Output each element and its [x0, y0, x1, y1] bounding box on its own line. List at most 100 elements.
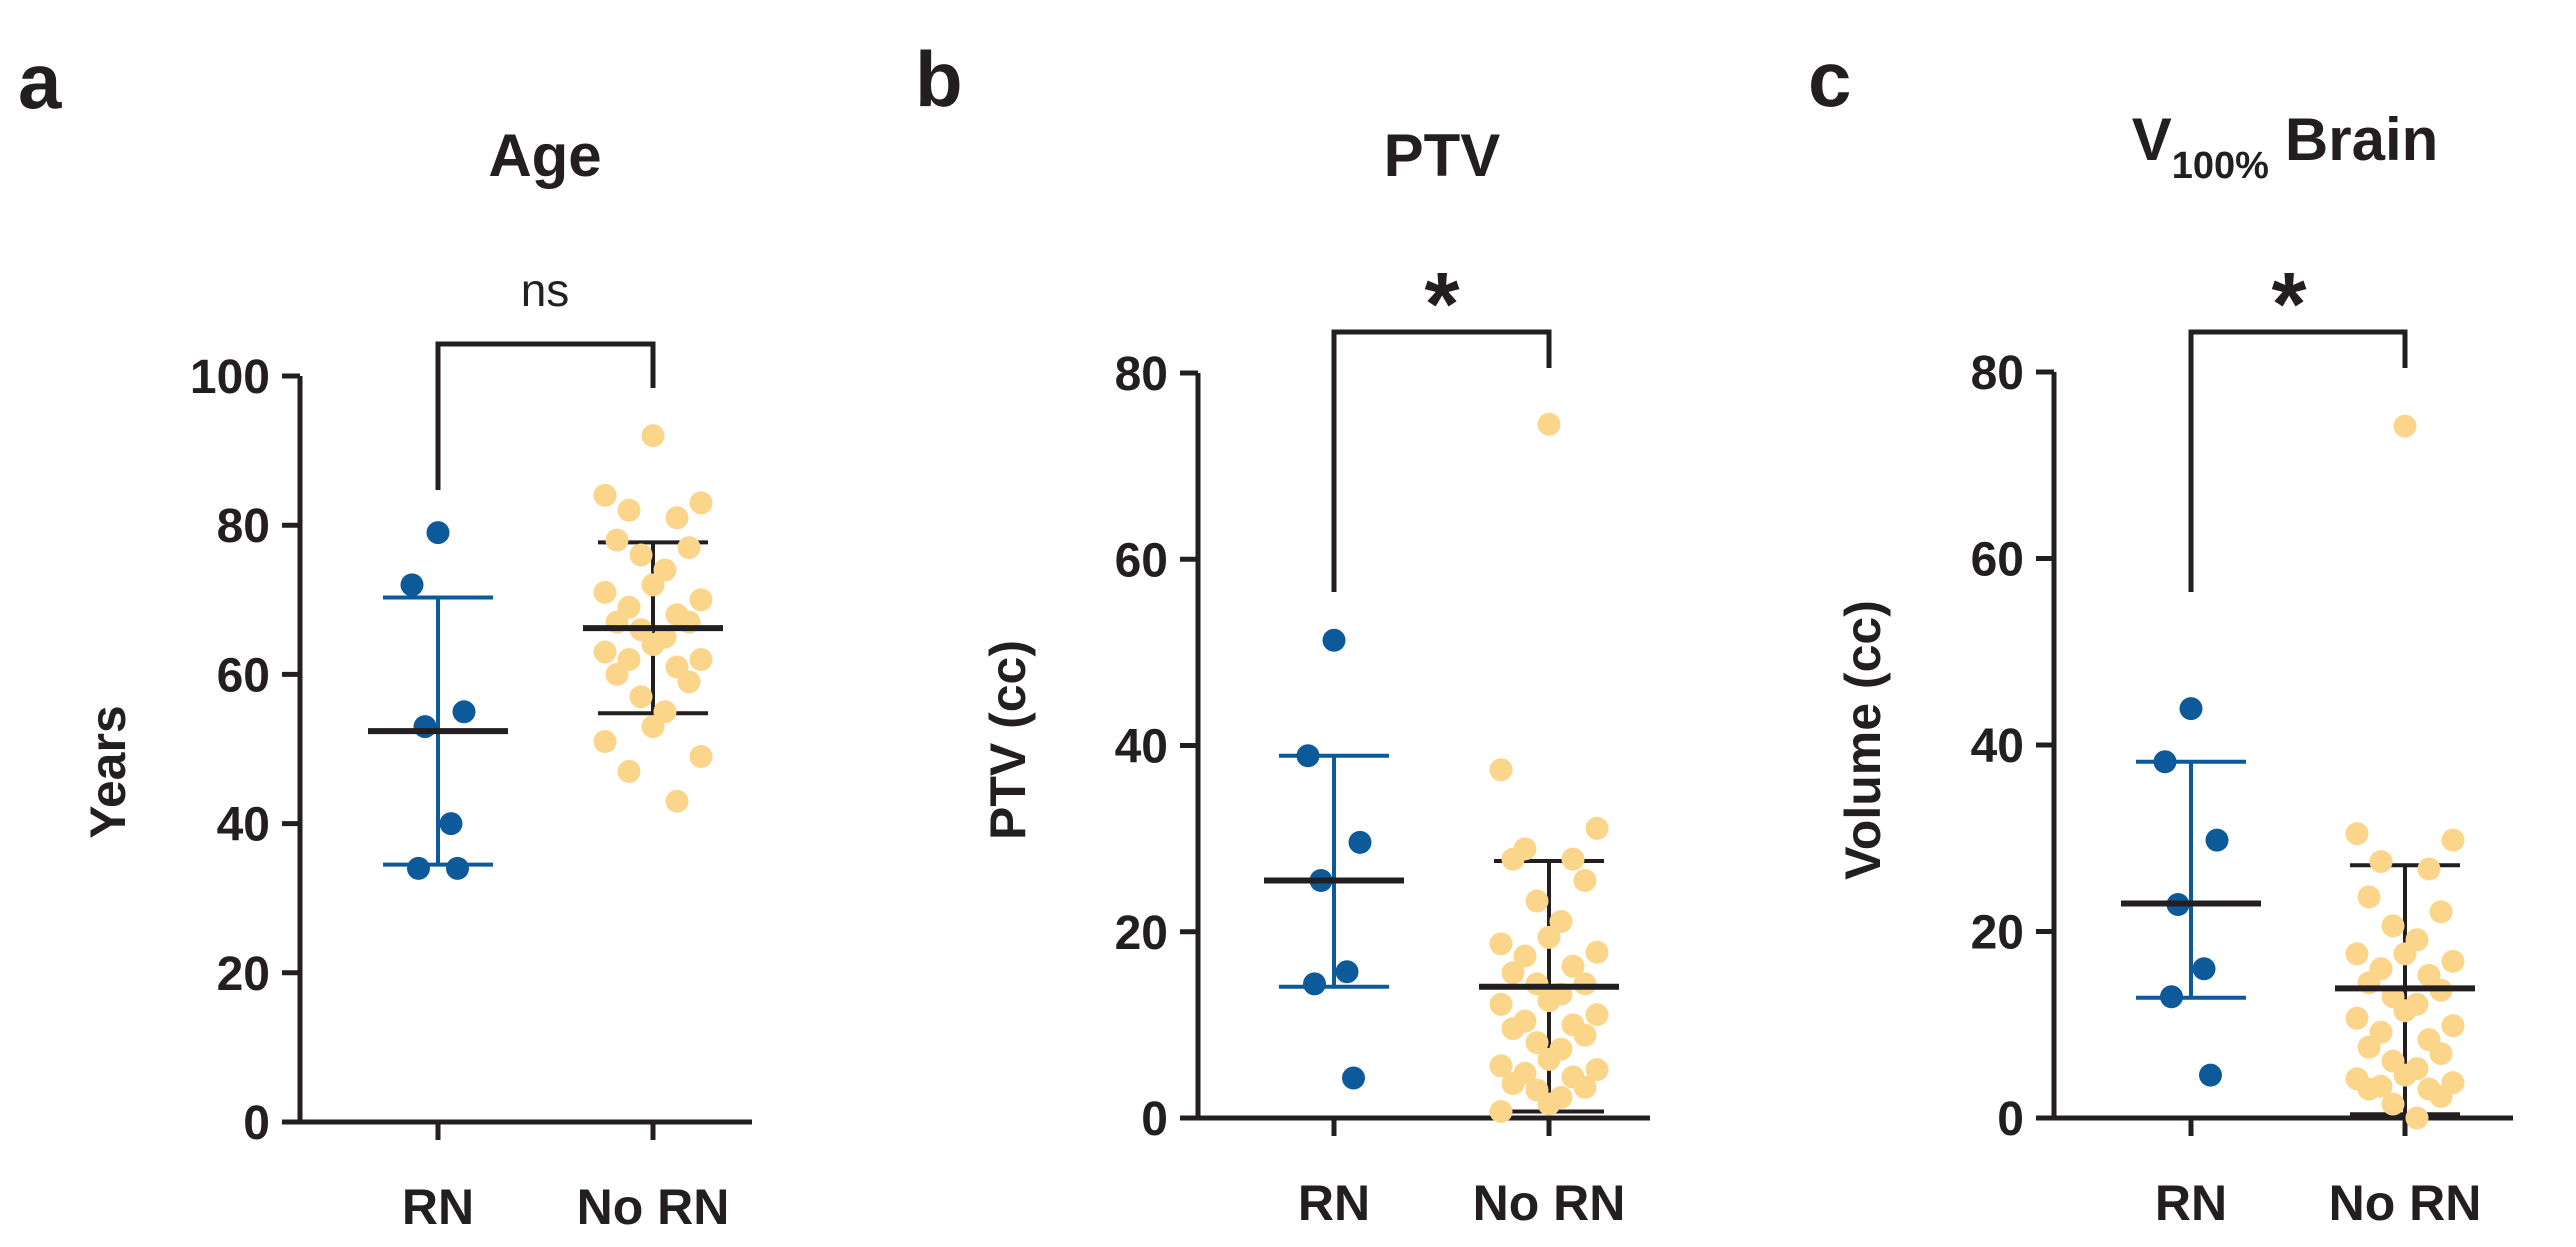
panel-a: a Age Years ns 0 20 40 60 80 100 RN No RN — [18, 37, 752, 1235]
panel-title: V100% Brain — [2132, 106, 2439, 187]
chart-marks: 0 20 40 60 80 RN No RN — [1971, 329, 2513, 1231]
data-point — [617, 498, 641, 522]
y-tick-label: 100 — [190, 351, 270, 404]
y-tick-label: 60 — [217, 649, 270, 702]
data-point — [1501, 961, 1525, 985]
data-point — [1501, 847, 1525, 871]
data-point — [452, 700, 476, 724]
data-point — [2441, 1014, 2465, 1038]
data-point — [2429, 900, 2453, 924]
significance-bracket — [435, 341, 656, 490]
x-category-label: RN — [2155, 1175, 2227, 1231]
data-point — [2369, 850, 2393, 874]
data-point — [1561, 954, 1585, 978]
data-point — [1489, 758, 1513, 782]
significance-label: * — [1424, 255, 1459, 355]
x-category-label: RN — [1298, 1175, 1370, 1231]
data-point — [400, 573, 424, 597]
data-point — [2381, 914, 2405, 938]
y-axis-label: Volume (cc) — [1835, 600, 1891, 880]
data-point — [1489, 932, 1513, 956]
data-point — [1585, 1058, 1609, 1082]
title-main: V — [2132, 106, 2172, 173]
data-point — [2199, 1063, 2222, 1087]
data-point — [2393, 414, 2417, 438]
data-point — [677, 536, 701, 560]
data-point — [2357, 1077, 2381, 1101]
data-point — [1573, 1075, 1597, 1099]
data-point — [2357, 1035, 2381, 1059]
data-point — [2429, 1042, 2453, 1066]
panel-c: c V100% Brain Volume (cc) * 0 20 40 60 80 RN No… — [1808, 35, 2513, 1231]
data-point — [1489, 1099, 1513, 1123]
significance-bracket — [1331, 329, 1552, 592]
y-tick-label: 60 — [1971, 534, 2024, 587]
data-point — [605, 528, 629, 552]
data-point — [2153, 750, 2177, 774]
data-point — [1537, 1047, 1561, 1071]
data-point — [2417, 857, 2441, 881]
data-point — [2381, 1092, 2405, 1116]
x-category-label: RN — [402, 1179, 474, 1235]
data-point — [2179, 697, 2203, 721]
data-point — [2345, 942, 2369, 966]
data-point — [2345, 822, 2369, 846]
data-point — [439, 812, 463, 836]
y-tick-label: 20 — [1115, 907, 1168, 960]
data-point — [641, 424, 665, 448]
panel-title: PTV — [1384, 122, 1501, 189]
data-point — [2393, 999, 2417, 1023]
y-tick-label: 80 — [1971, 347, 2024, 400]
data-point — [1513, 944, 1537, 968]
data-point — [1537, 412, 1561, 436]
y-tick-label: 0 — [1997, 1093, 2024, 1146]
significance-label: * — [2271, 255, 2306, 355]
y-tick-label: 40 — [217, 799, 270, 852]
data-point — [2441, 828, 2465, 852]
panel-letter: c — [1808, 35, 1851, 123]
data-point — [446, 856, 469, 880]
data-point — [1585, 1003, 1609, 1027]
data-point — [1501, 1072, 1525, 1096]
data-point — [629, 685, 653, 709]
significance-label: ns — [521, 264, 570, 316]
y-tick-label: 0 — [243, 1097, 270, 1150]
panel-letter: b — [915, 35, 963, 123]
data-point — [1537, 1092, 1561, 1116]
data-point — [629, 543, 653, 567]
data-point — [2192, 957, 2216, 981]
data-point — [677, 670, 701, 694]
y-tick-label: 20 — [1971, 907, 2024, 960]
y-axis-label: PTV (cc) — [980, 640, 1036, 840]
data-point — [1561, 847, 1585, 871]
y-tick-label: 40 — [1115, 721, 1168, 774]
panel-b: b PTV PTV (cc) * 0 20 40 60 80 RN No RN — [915, 35, 1650, 1231]
data-point — [2429, 1085, 2453, 1109]
data-point — [2345, 1006, 2369, 1030]
panel-letter: a — [18, 37, 62, 125]
data-point — [1501, 1017, 1525, 1041]
data-point — [2357, 885, 2381, 909]
data-point — [689, 491, 713, 515]
data-point — [1342, 1066, 1365, 1090]
data-point — [1573, 869, 1597, 893]
title-suffix: Brain — [2285, 106, 2438, 173]
data-point — [1525, 889, 1549, 913]
data-point — [689, 647, 713, 671]
data-point — [407, 856, 430, 880]
data-point — [1573, 1023, 1597, 1047]
data-point — [1537, 925, 1561, 949]
data-point — [1296, 744, 1320, 768]
data-point — [689, 744, 713, 768]
data-point — [641, 715, 665, 739]
y-axis-label: Years — [80, 705, 136, 838]
data-point — [2205, 828, 2229, 852]
x-category-label: No RN — [2329, 1175, 2482, 1231]
data-point — [413, 715, 437, 739]
data-point — [1335, 960, 1359, 984]
data-point — [1549, 910, 1573, 934]
y-tick-label: 60 — [1115, 534, 1168, 587]
data-point — [1348, 830, 1372, 854]
y-tick-label: 20 — [217, 948, 270, 1001]
